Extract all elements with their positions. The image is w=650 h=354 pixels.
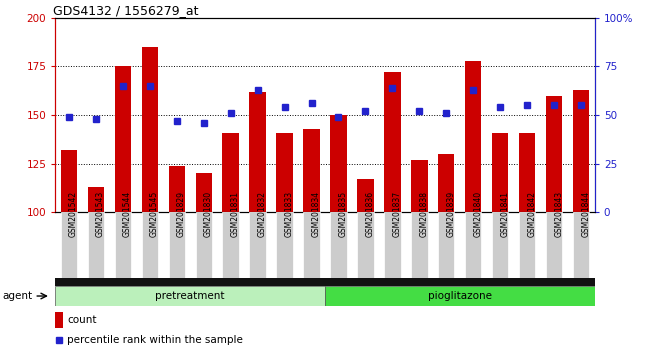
Text: GSM201832: GSM201832 xyxy=(257,192,266,238)
Bar xyxy=(196,212,212,278)
Bar xyxy=(55,312,63,328)
Bar xyxy=(325,286,595,306)
Text: count: count xyxy=(68,315,97,325)
Bar xyxy=(55,278,595,286)
Text: GSM201840: GSM201840 xyxy=(473,191,482,238)
Bar xyxy=(276,132,292,212)
Text: GSM201834: GSM201834 xyxy=(311,191,320,238)
Text: GSM201841: GSM201841 xyxy=(500,192,510,238)
Bar xyxy=(168,212,185,278)
Text: GSM201842: GSM201842 xyxy=(527,192,536,238)
Bar xyxy=(222,132,239,212)
Bar xyxy=(411,160,428,212)
Text: GSM201542: GSM201542 xyxy=(69,191,78,238)
Bar xyxy=(88,212,104,278)
Text: GSM201830: GSM201830 xyxy=(203,191,213,238)
Bar xyxy=(573,90,590,212)
Bar xyxy=(546,212,562,278)
Bar xyxy=(411,212,428,278)
Bar xyxy=(330,212,346,278)
Bar xyxy=(519,132,536,212)
Bar xyxy=(196,173,212,212)
Text: GSM201839: GSM201839 xyxy=(447,191,456,238)
Bar xyxy=(222,212,239,278)
Bar xyxy=(438,154,454,212)
Bar xyxy=(60,212,77,278)
Text: GSM201843: GSM201843 xyxy=(554,191,564,238)
Bar xyxy=(168,166,185,212)
Bar xyxy=(304,212,320,278)
Bar xyxy=(465,212,482,278)
Bar xyxy=(304,129,320,212)
Text: GSM201837: GSM201837 xyxy=(393,191,402,238)
Text: GDS4132 / 1556279_at: GDS4132 / 1556279_at xyxy=(53,4,198,17)
Bar xyxy=(114,212,131,278)
Bar xyxy=(330,115,346,212)
Bar xyxy=(546,96,562,212)
Bar xyxy=(358,212,374,278)
Bar xyxy=(114,67,131,212)
Bar xyxy=(519,212,536,278)
Bar xyxy=(384,72,400,212)
Bar xyxy=(60,150,77,212)
Bar xyxy=(276,212,292,278)
Bar xyxy=(465,61,482,212)
Text: GSM201544: GSM201544 xyxy=(123,191,132,238)
Bar xyxy=(384,212,400,278)
Bar xyxy=(142,47,158,212)
Text: percentile rank within the sample: percentile rank within the sample xyxy=(68,335,243,345)
Bar xyxy=(492,132,508,212)
Text: GSM201829: GSM201829 xyxy=(177,192,186,238)
Text: GSM201844: GSM201844 xyxy=(581,191,590,238)
Bar xyxy=(358,179,374,212)
Bar xyxy=(250,212,266,278)
Bar xyxy=(492,212,508,278)
Text: GSM201831: GSM201831 xyxy=(231,192,240,238)
Text: GSM201545: GSM201545 xyxy=(150,191,159,238)
Text: GSM201836: GSM201836 xyxy=(365,191,374,238)
Text: GSM201833: GSM201833 xyxy=(285,191,294,238)
Text: GSM201835: GSM201835 xyxy=(339,191,348,238)
Bar xyxy=(438,212,454,278)
Bar xyxy=(55,286,325,306)
Bar xyxy=(573,212,590,278)
Bar xyxy=(142,212,158,278)
Text: GSM201543: GSM201543 xyxy=(96,191,105,238)
Text: agent: agent xyxy=(3,291,33,301)
Bar xyxy=(250,92,266,212)
Text: pretreatment: pretreatment xyxy=(155,291,225,301)
Text: GSM201838: GSM201838 xyxy=(419,192,428,238)
Text: pioglitazone: pioglitazone xyxy=(428,291,492,301)
Bar xyxy=(88,187,104,212)
